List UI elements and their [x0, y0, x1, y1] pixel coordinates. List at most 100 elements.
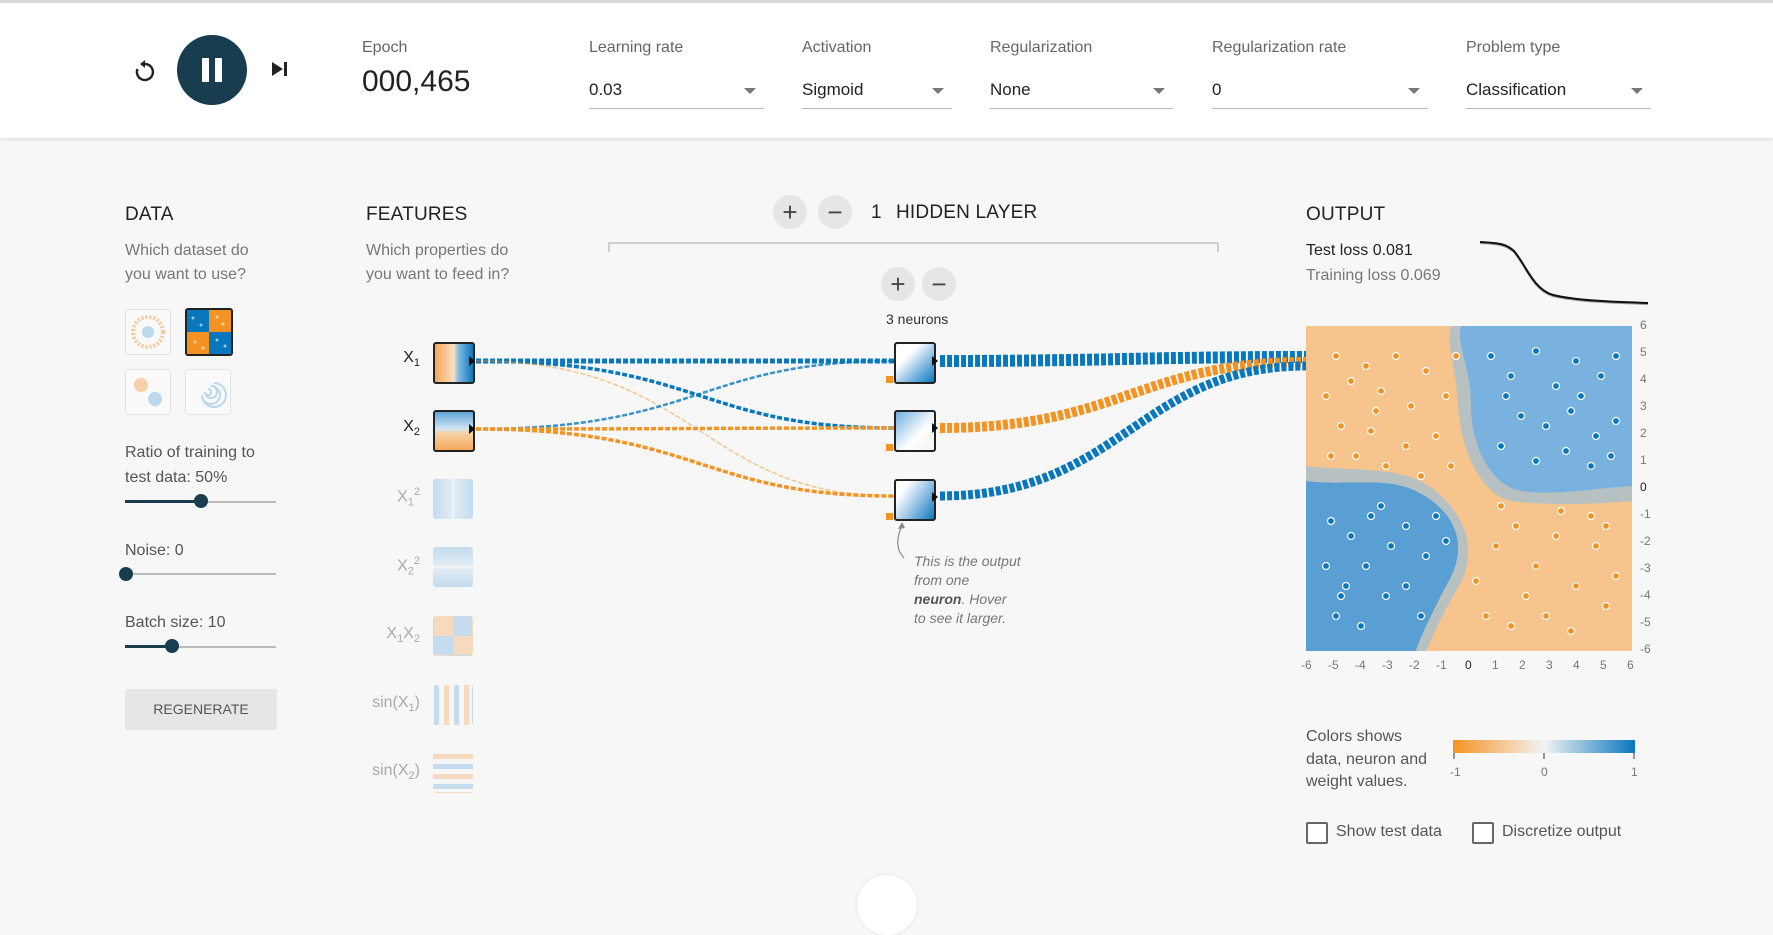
link-n3-out: [939, 361, 1307, 501]
x-tick: 2: [1519, 658, 1526, 672]
ratio-slider-knob[interactable]: [194, 494, 208, 508]
feature-label-x2-squared: X22: [397, 555, 420, 578]
output-panel-title: OUTPUT: [1306, 204, 1386, 225]
activation-select[interactable]: Sigmoid: [802, 78, 952, 109]
scroll-down-button[interactable]: [857, 875, 917, 935]
dataset-gauss-thumbnail[interactable]: [125, 369, 171, 415]
feature-label-sin-x1: sin(X1): [372, 694, 420, 715]
x-tick: 6: [1627, 658, 1634, 672]
chevron-down-icon: [932, 88, 944, 94]
feature-x1-squared-box[interactable]: [433, 479, 473, 519]
show-test-data-checkbox[interactable]: [1306, 822, 1328, 844]
legend-text-line2: data, neuron and: [1306, 751, 1427, 768]
dataset-xor-thumbnail[interactable]: [185, 308, 233, 356]
noise-slider-knob[interactable]: [119, 567, 133, 581]
x1x2-pattern: [434, 636, 472, 655]
add-layer-button[interactable]: +: [773, 195, 807, 229]
activation-value: Sigmoid: [802, 80, 864, 99]
feature-sin-x1-box[interactable]: [433, 685, 473, 725]
dataset-spiral-thumbnail[interactable]: [185, 369, 231, 415]
network-links: [475, 351, 1307, 501]
gaussian-dataset-icon: [134, 378, 162, 406]
data-question-line2: you want to use?: [125, 266, 246, 283]
y-tick: 0: [1640, 480, 1647, 494]
xor-dataset-icon: [187, 310, 231, 354]
neuron-3[interactable]: [894, 479, 936, 521]
feature-x2-box[interactable]: [433, 410, 475, 452]
dataset-circle-thumbnail[interactable]: [125, 309, 171, 355]
x-tick: -5: [1328, 658, 1339, 672]
reset-button[interactable]: [130, 57, 160, 87]
regularization-rate-value: 0: [1212, 80, 1222, 99]
regularization-label: Regularization: [990, 39, 1093, 56]
step-button[interactable]: [268, 57, 292, 81]
regularization-rate-select[interactable]: 0: [1212, 78, 1428, 109]
x-tick: -2: [1409, 658, 1420, 672]
color-scale-bar: [1453, 740, 1635, 753]
y-tick: -5: [1640, 615, 1651, 629]
features-question-line1: Which properties do: [366, 242, 509, 259]
bias-n2[interactable]: [886, 444, 893, 451]
feature-label-x1x2: X1X2: [386, 625, 420, 646]
pause-icon: [202, 58, 222, 82]
y-tick: 5: [1640, 345, 1647, 359]
data-panel-title: DATA: [125, 204, 174, 225]
bias-n3[interactable]: [886, 513, 893, 520]
layer-bracket: [608, 242, 1219, 252]
y-tick: -1: [1640, 507, 1651, 521]
feature-label-sin-x2: sin(X2): [372, 762, 420, 783]
regularization-rate-label: Regularization rate: [1212, 39, 1347, 56]
circle-dataset-icon: [131, 315, 165, 349]
test-loss: Test loss 0.081: [1306, 242, 1413, 259]
legend-min: -1: [1450, 765, 1461, 779]
regularization-select[interactable]: None: [990, 78, 1173, 109]
features-panel-title: FEATURES: [366, 204, 468, 225]
regularization-value: None: [990, 80, 1031, 99]
play-pause-button[interactable]: [177, 35, 247, 105]
batch-size-slider-knob[interactable]: [165, 639, 179, 653]
activation-label: Activation: [802, 39, 872, 56]
discretize-output-checkbox[interactable]: [1472, 822, 1494, 844]
batch-size-slider[interactable]: [125, 646, 276, 648]
color-scale-ticks: [1453, 753, 1635, 759]
output-data-points: [1321, 346, 1621, 636]
feature-sin-x2-box[interactable]: [433, 753, 473, 793]
feature-x1-box[interactable]: [433, 342, 475, 384]
neuron-2[interactable]: [894, 410, 936, 452]
epoch-label: Epoch: [362, 39, 408, 56]
x-tick: -6: [1301, 658, 1312, 672]
learning-rate-select[interactable]: 0.03: [589, 78, 764, 109]
feature-x2-squared-box[interactable]: [433, 547, 473, 587]
link-x1-n3: [475, 360, 895, 497]
remove-neuron-button[interactable]: −: [922, 267, 956, 301]
chevron-down-icon: [744, 88, 756, 94]
neuron-callout-note: This is the output from one neuron. Hove…: [914, 553, 1021, 626]
batch-size-slider-fill: [125, 645, 172, 648]
neuron-output-arrows: [932, 356, 938, 502]
regenerate-button[interactable]: REGENERATE: [125, 689, 277, 730]
remove-layer-button[interactable]: −: [818, 195, 852, 229]
x-tick: 5: [1600, 658, 1607, 672]
learning-rate-value: 0.03: [589, 80, 623, 99]
noise-slider[interactable]: [125, 573, 276, 575]
data-question-line1: Which dataset do: [125, 242, 249, 259]
step-forward-icon: [272, 62, 287, 76]
reset-icon: [135, 60, 155, 82]
legend-text-line3: weight values.: [1306, 773, 1408, 790]
neuron-1[interactable]: [894, 342, 936, 384]
problem-type-select[interactable]: Classification: [1466, 78, 1651, 109]
feature-label-x2: X2: [403, 418, 420, 439]
hidden-layer-label: HIDDEN LAYER: [896, 202, 1038, 223]
callout-arrow: [897, 522, 905, 559]
chevron-down-icon: [1153, 88, 1165, 94]
bias-n1[interactable]: [886, 376, 893, 383]
chevron-down-icon: [1408, 88, 1420, 94]
chevron-down-icon: [1631, 88, 1643, 94]
problem-type-label: Problem type: [1466, 39, 1561, 56]
feature-x1x2-box[interactable]: [433, 616, 473, 656]
link-x2-n1: [475, 359, 895, 431]
x-tick: 1: [1492, 658, 1499, 672]
feature-label-x1: X1: [403, 349, 420, 370]
add-neuron-button[interactable]: +: [881, 267, 915, 301]
x-tick: -1: [1436, 658, 1447, 672]
